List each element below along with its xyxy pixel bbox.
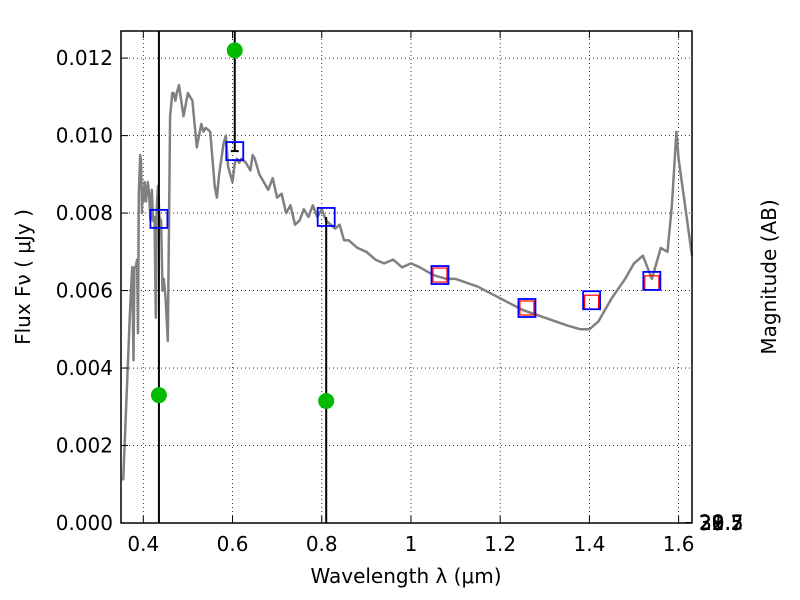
- measured-point: [150, 387, 167, 404]
- y-tick-label: 0.008: [56, 201, 113, 225]
- y2-tick-label: 31: [699, 511, 724, 535]
- y-axis-title: Flux Fν ( μJy ): [11, 209, 35, 345]
- y-tick-label: 0.010: [56, 124, 113, 148]
- x-tick-label: 0.4: [127, 532, 159, 556]
- measured-point: [226, 42, 243, 59]
- y-tick-label: 0.012: [56, 46, 113, 70]
- y2-tick-label: 28.7: [699, 511, 744, 535]
- measured-point: [318, 392, 335, 409]
- model-box: [582, 290, 602, 311]
- model-box: [642, 270, 662, 291]
- x-axis-title: Wavelength λ (μm): [310, 564, 501, 588]
- x-tick-label: 0.8: [306, 532, 338, 556]
- y-tick-label: 0.002: [56, 434, 113, 458]
- y2-tick-label: 29.5: [699, 511, 744, 535]
- x-tick-label: 0.6: [217, 532, 249, 556]
- y-tick-labels: 0.000 0.002 0.004 0.006 0.008 0.010 0.012: [56, 46, 113, 535]
- model-box: [316, 207, 336, 227]
- point-layer: [150, 42, 335, 409]
- y-tick-label: 0.004: [56, 356, 113, 380]
- model-box: [517, 298, 537, 318]
- plot-background: [121, 31, 692, 523]
- observed-box: [432, 267, 448, 283]
- plot-frame: [120, 30, 693, 524]
- y2-tick-label: 29: [699, 511, 724, 535]
- ticks-layer: [121, 31, 692, 524]
- observed-box: [519, 300, 535, 316]
- model-box: [149, 208, 169, 229]
- x-tick-labels: 0.4 0.6 0.8 1 1.2 1.4 1.6: [127, 532, 694, 556]
- box-layer: [149, 141, 662, 318]
- y2-tick-label: 30: [699, 511, 724, 535]
- x-tick-label: 1.4: [573, 532, 605, 556]
- model-box: [430, 265, 450, 285]
- model-box: [225, 141, 245, 161]
- y2-tick-label: 29.2: [699, 511, 744, 535]
- y2-axis-title: Magnitude (AB): [757, 199, 781, 354]
- x-tick-label: 1: [405, 532, 418, 556]
- x-tick-label: 1.2: [484, 532, 516, 556]
- y2-tick-label: 32: [699, 511, 724, 535]
- y2-tick-label: 30.5: [699, 511, 744, 535]
- y-tick-label: 0.006: [56, 279, 113, 303]
- x-tick-label: 1.6: [663, 532, 695, 556]
- y-tick-label: 0.000: [56, 511, 113, 535]
